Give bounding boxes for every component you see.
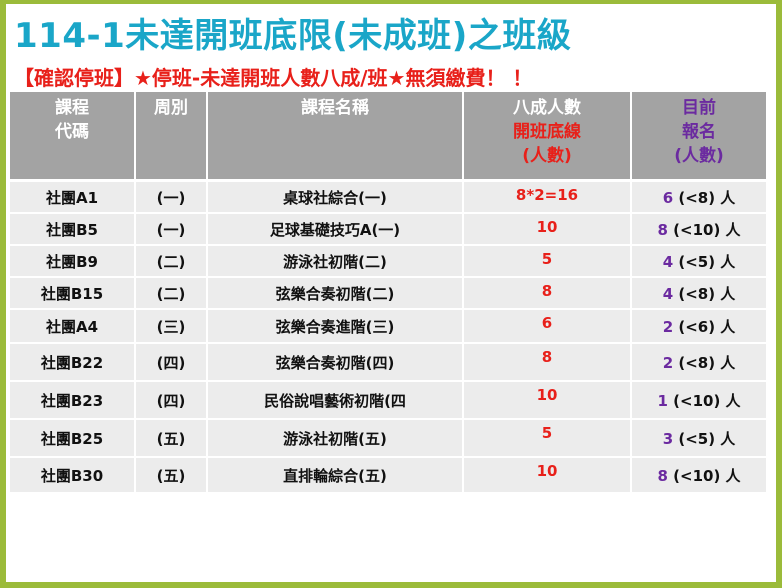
header-name-label: 課程名稱 [301, 98, 369, 118]
current-range: (<10) 人 [673, 391, 741, 410]
cell-code: 社團A4 [10, 310, 136, 344]
cell-code: 社團B25 [10, 420, 136, 458]
current-range: (<5) 人 [678, 252, 736, 271]
cell-code: 社團B5 [10, 214, 136, 246]
cell-name: 游泳社初階(二) [208, 246, 464, 278]
cell-current: 1 (<10) 人 [632, 382, 766, 420]
current-count: 1 [657, 391, 668, 410]
cell-min: 6 [464, 310, 632, 344]
table-header-row: 課程 代碼 周別 課程名稱 八成人數 開班底線 (人數) 目前 報名 (人數) [10, 92, 766, 182]
cell-code: 社團B22 [10, 344, 136, 382]
current-range: (<8) 人 [678, 353, 736, 372]
table-row: 社團A1 (一) 桌球社綜合(一) 8*2=16 6 (<8) 人 [10, 182, 766, 214]
table-row: 社團A4 (三) 弦樂合奏進階(三) 6 2 (<6) 人 [10, 310, 766, 344]
cell-current: 2 (<8) 人 [632, 344, 766, 382]
table-row: 社團B5 (一) 足球基礎技巧A(一) 10 8 (<10) 人 [10, 214, 766, 246]
current-count: 8 [657, 466, 668, 485]
header-min-line3: (人數) [522, 146, 572, 166]
cell-week: (四) [136, 344, 208, 382]
header-name: 課程名稱 [208, 92, 464, 182]
header-min-line1: 八成人數 [513, 98, 581, 118]
cell-current: 8 (<10) 人 [632, 458, 766, 494]
header-code-line1: 課程 [55, 98, 89, 118]
cell-name: 弦樂合奏初階(二) [208, 278, 464, 310]
cell-code: 社團B30 [10, 458, 136, 494]
cell-name: 游泳社初階(五) [208, 420, 464, 458]
table-row: 社團B9 (二) 游泳社初階(二) 5 4 (<5) 人 [10, 246, 766, 278]
cell-week: (五) [136, 458, 208, 494]
table-row: 社團B15 (二) 弦樂合奏初階(二) 8 4 (<8) 人 [10, 278, 766, 310]
cell-name: 弦樂合奏進階(三) [208, 310, 464, 344]
cell-code: 社團B23 [10, 382, 136, 420]
header-code: 課程 代碼 [10, 92, 136, 182]
header-week-label: 周別 [154, 98, 188, 118]
cell-week: (五) [136, 420, 208, 458]
header-current-line3: (人數) [674, 146, 724, 166]
header-current: 目前 報名 (人數) [632, 92, 766, 182]
cell-current: 6 (<8) 人 [632, 182, 766, 214]
cell-current: 8 (<10) 人 [632, 214, 766, 246]
cell-min: 10 [464, 458, 632, 494]
table-row: 社團B23 (四) 民俗說唱藝術初階(四 10 1 (<10) 人 [10, 382, 766, 420]
table-row: 社團B30 (五) 直排輪綜合(五) 10 8 (<10) 人 [10, 458, 766, 494]
current-range: (<10) 人 [673, 220, 741, 239]
page-title: 114-1未達開班底限(未成班)之班級 [14, 16, 572, 56]
current-count: 2 [662, 317, 674, 336]
cell-code: 社團B9 [10, 246, 136, 278]
header-current-line1: 目前 [682, 98, 716, 118]
cell-min: 5 [464, 420, 632, 458]
current-count: 8 [657, 220, 668, 239]
cell-code: 社團B15 [10, 278, 136, 310]
cell-week: (二) [136, 278, 208, 310]
cell-week: (一) [136, 214, 208, 246]
current-count: 6 [662, 188, 674, 207]
cell-week: (三) [136, 310, 208, 344]
current-range: (<8) 人 [678, 284, 736, 303]
cell-current: 4 (<8) 人 [632, 278, 766, 310]
current-range: (<8) 人 [678, 188, 736, 207]
cell-min: 5 [464, 246, 632, 278]
class-table: 課程 代碼 周別 課程名稱 八成人數 開班底線 (人數) 目前 報名 (人數) … [10, 92, 766, 494]
cell-name: 足球基礎技巧A(一) [208, 214, 464, 246]
current-count: 2 [662, 353, 674, 372]
cell-min: 10 [464, 382, 632, 420]
current-count: 3 [662, 429, 674, 448]
cell-name: 直排輪綜合(五) [208, 458, 464, 494]
cell-name: 桌球社綜合(一) [208, 182, 464, 214]
table-row: 社團B25 (五) 游泳社初階(五) 5 3 (<5) 人 [10, 420, 766, 458]
cell-week: (四) [136, 382, 208, 420]
table-row: 社團B22 (四) 弦樂合奏初階(四) 8 2 (<8) 人 [10, 344, 766, 382]
cell-current: 3 (<5) 人 [632, 420, 766, 458]
cell-name: 弦樂合奏初階(四) [208, 344, 464, 382]
cell-current: 2 (<6) 人 [632, 310, 766, 344]
cell-name: 民俗說唱藝術初階(四 [208, 382, 464, 420]
cell-code: 社團A1 [10, 182, 136, 214]
header-current-line2: 報名 [682, 122, 716, 142]
header-week: 周別 [136, 92, 208, 182]
header-min: 八成人數 開班底線 (人數) [464, 92, 632, 182]
current-range: (<10) 人 [673, 466, 741, 485]
cell-week: (二) [136, 246, 208, 278]
current-count: 4 [662, 284, 674, 303]
header-code-line2: 代碼 [55, 122, 89, 142]
current-range: (<5) 人 [678, 429, 736, 448]
cell-min: 8 [464, 278, 632, 310]
cell-current: 4 (<5) 人 [632, 246, 766, 278]
header-min-line2: 開班底線 [513, 122, 581, 142]
current-count: 4 [662, 252, 674, 271]
cell-min: 8 [464, 344, 632, 382]
cell-week: (一) [136, 182, 208, 214]
cell-min: 8*2=16 [464, 182, 632, 214]
notice-subtitle: 【確認停班】★停班-未達開班人數八成/班★無須繳費！ ！ [14, 66, 533, 90]
cell-min: 10 [464, 214, 632, 246]
current-range: (<6) 人 [678, 317, 736, 336]
